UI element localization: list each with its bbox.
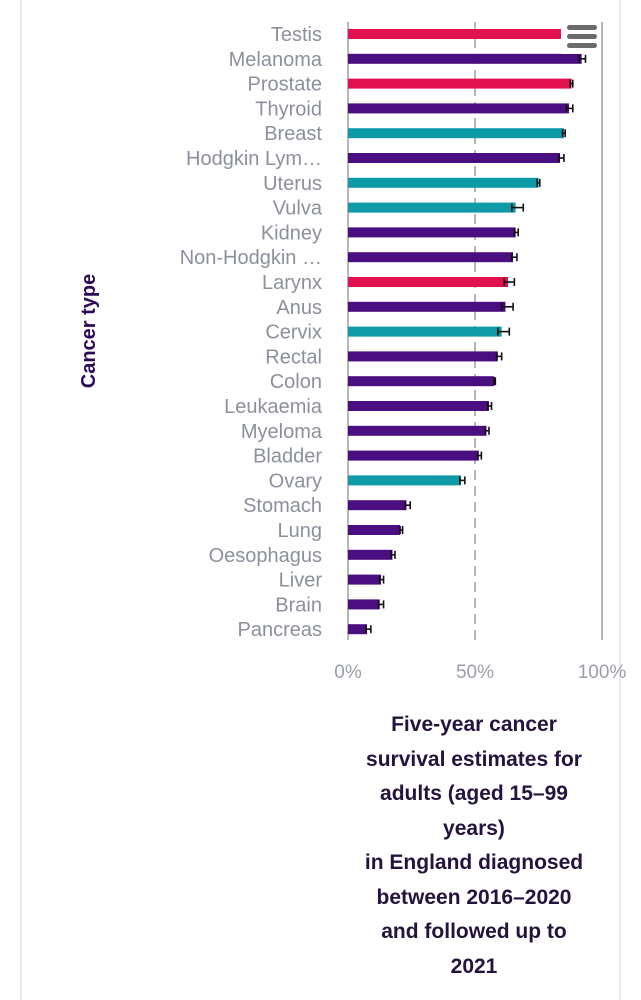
error-bar [578, 54, 587, 63]
panel-left-border [20, 0, 22, 1000]
bar [348, 450, 479, 461]
chart-title-line: years) [443, 816, 505, 840]
bar [348, 227, 516, 238]
category-label: Cervix [265, 322, 322, 344]
category-label: Leukaemia [224, 396, 323, 418]
category-label: Colon [270, 371, 322, 393]
bar [348, 103, 569, 114]
category-label: Prostate [248, 74, 322, 96]
bar [348, 376, 495, 387]
error-bar [476, 451, 483, 460]
error-bar [500, 302, 514, 311]
error-bar [458, 476, 466, 485]
error-bar [486, 402, 493, 410]
bar [348, 153, 561, 163]
bar [348, 351, 498, 362]
category-label: Stomach [243, 495, 322, 517]
category-label: Liver [279, 570, 323, 592]
error-bar [484, 426, 490, 435]
x-tick-label: 50% [456, 662, 494, 683]
error-bar [399, 526, 404, 534]
error-bar [513, 228, 519, 237]
error-bar [495, 352, 503, 361]
bar [348, 525, 401, 535]
bar [348, 301, 506, 312]
bar [348, 53, 582, 64]
bar [348, 277, 509, 287]
chart-title-line: survival estimates for [366, 747, 582, 771]
bar [348, 252, 514, 263]
error-bar [561, 129, 566, 138]
category-label: Rectal [265, 346, 322, 368]
chart-title-line: adults (aged 15–99 [380, 782, 568, 805]
category-label: Oesophagus [209, 545, 322, 567]
bar [348, 549, 393, 560]
bar [348, 29, 590, 39]
error-bar [364, 625, 372, 634]
bar [348, 475, 462, 486]
error-bar [565, 104, 574, 113]
x-tick-labels: 0% 50% 100% [334, 662, 626, 683]
error-bar [378, 575, 385, 584]
error-bar [511, 253, 518, 262]
x-tick-label: 0% [334, 662, 362, 683]
error-bar [569, 79, 574, 88]
category-label: Lung [278, 520, 323, 542]
category-label: Breast [264, 123, 322, 145]
panel-right-border [619, 0, 621, 1000]
error-bar [558, 154, 565, 162]
category-label: Kidney [261, 222, 322, 244]
category-label: Thyroid [255, 98, 322, 120]
error-bar [390, 550, 396, 559]
chart-title-line: Five-year cancer [391, 713, 557, 736]
bar [348, 202, 516, 213]
x-tick-label: 100% [578, 662, 627, 683]
category-label: Vulva [273, 198, 323, 220]
bar [348, 78, 572, 89]
bar [348, 425, 487, 436]
bar [348, 500, 407, 511]
category-label: Uterus [263, 173, 322, 195]
chart-title-line: in England diagnosed [364, 851, 584, 874]
bar [348, 401, 489, 411]
bar [348, 177, 539, 188]
bar [348, 326, 502, 337]
category-label: Testis [271, 24, 322, 46]
bar [348, 574, 382, 585]
category-label: Brain [275, 594, 322, 616]
error-bar [404, 501, 412, 510]
error-bar [377, 600, 385, 609]
category-label: Hodgkin Lym… [186, 148, 322, 170]
error-bar [511, 203, 525, 212]
error-bar [497, 327, 511, 336]
category-label: Pancreas [238, 619, 323, 641]
category-label: Anus [276, 297, 322, 319]
category-label: Larynx [262, 272, 322, 294]
category-label: Bladder [253, 446, 322, 468]
bar [348, 599, 380, 610]
category-label: Non-Hodgkin … [180, 247, 322, 269]
y-axis-label: Cancer type [78, 274, 100, 389]
chart-title-line: 2021 [450, 954, 498, 978]
chart-title: Five-year cancer survival estimates for ad… [340, 708, 608, 984]
category-label: Melanoma [229, 49, 323, 71]
bars [348, 29, 590, 635]
chart-title-line: and followed up to [381, 920, 567, 943]
category-label: Ovary [269, 470, 322, 492]
chart-menu-button[interactable] [561, 20, 601, 54]
error-bar [536, 178, 541, 187]
error-bar [503, 278, 516, 286]
error-bar [493, 377, 497, 386]
category-label: Myeloma [241, 421, 323, 443]
chart-title-line: between 2016–2020 [376, 885, 572, 909]
bar [348, 624, 368, 635]
bar [348, 128, 564, 139]
